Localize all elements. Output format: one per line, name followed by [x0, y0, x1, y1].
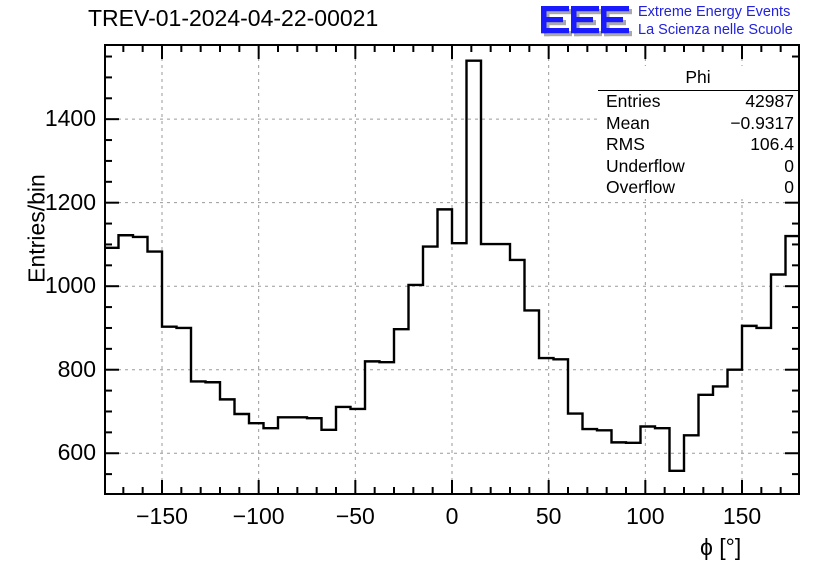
stats-row-value: 106.4 [750, 134, 794, 154]
x-tick-label: −150 [136, 503, 188, 529]
eee-logo-text: Extreme Energy Events La Scienza nelle S… [638, 3, 793, 39]
stats-row-value: 42987 [745, 91, 794, 111]
y-tick-label: 800 [57, 355, 96, 382]
x-tick-label: −100 [232, 503, 285, 529]
x-tick-label: −50 [335, 503, 375, 529]
y-tick-label: 600 [57, 439, 96, 466]
stats-row-label: RMS [606, 134, 645, 154]
stats-row-label: Overflow [606, 177, 676, 197]
stats-row-value: −0.9317 [730, 112, 794, 133]
x-axis-title: ϕ [°] [700, 534, 742, 560]
x-tick-label: 150 [722, 503, 762, 529]
eee-logo-line2: La Scienza nelle Scuole [638, 22, 793, 38]
stats-title: Phi [598, 66, 798, 91]
stats-row-value: 0 [784, 177, 794, 197]
y-axis-title: Entries/bin [23, 174, 50, 283]
stats-row: Underflow 0 [598, 156, 798, 178]
stats-row: RMS 106.4 [598, 134, 798, 156]
stats-row-label: Underflow [606, 155, 685, 176]
stats-row: Mean −0.9317 [598, 113, 798, 135]
x-tick-label: 100 [626, 503, 665, 529]
stats-row-value: 0 [784, 155, 794, 176]
stats-row-label: Mean [606, 112, 650, 133]
x-tick-label: 50 [535, 503, 562, 529]
stats-rows: Entries 42987 Mean −0.9317 RMS 106.4 Underflow… [598, 91, 798, 199]
y-tick-label: 1400 [44, 105, 96, 132]
stats-row: Entries 42987 [598, 91, 798, 113]
page-title: TREV-01-2024-04-22-00021 [88, 5, 379, 31]
y-tick-label: 1000 [44, 272, 96, 299]
x-tick-label: 0 [445, 503, 459, 529]
plot-frame [104, 44, 800, 495]
y-tick-label: 1200 [44, 188, 96, 215]
eee-logo-mark [541, 6, 632, 37]
eee-logo: Extreme Energy Events La Scienza nelle S… [538, 2, 834, 46]
histogram-step-line [104, 59, 800, 472]
eee-logo-line1: Extreme Energy Events [638, 4, 791, 20]
stats-row: Overflow 0 [598, 177, 798, 199]
stats-box: Phi Entries 42987 Mean −0.9317 RMS 106.4 Under… [598, 66, 798, 199]
stats-row-label: Entries [606, 91, 661, 111]
